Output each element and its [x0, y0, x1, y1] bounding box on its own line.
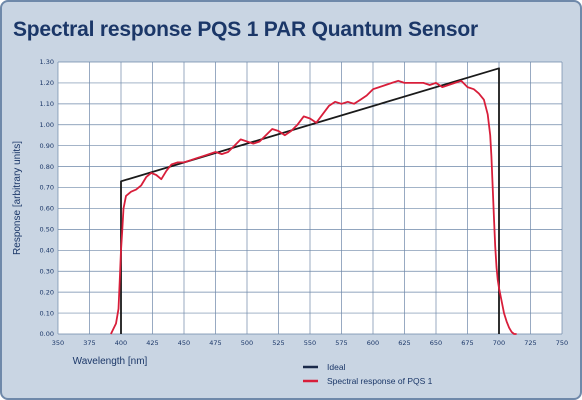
y-tick-label: 0.60: [40, 205, 54, 213]
y-tick-label: 0.90: [40, 142, 54, 150]
y-tick-label: 0.50: [40, 226, 54, 234]
x-tick-label: 700: [493, 339, 505, 347]
y-tick-label: 0.40: [40, 247, 54, 255]
y-axis-label: Response [arbitrary units]: [12, 141, 23, 255]
y-tick-label: 0.30: [40, 267, 54, 275]
x-tick-label: 575: [335, 339, 347, 347]
y-tick-label: 0.20: [40, 288, 54, 296]
y-tick-label: 0.10: [40, 309, 54, 317]
x-tick-label: 425: [146, 339, 158, 347]
x-axis-label: Wavelength [nm]: [73, 356, 148, 367]
x-tick-label: 400: [115, 339, 127, 347]
x-tick-label: 475: [209, 339, 221, 347]
series-lines: [110, 67, 517, 335]
x-tick-label: 500: [241, 339, 253, 347]
y-tick-label: 1.00: [40, 121, 54, 129]
x-tick-label: 450: [178, 339, 190, 347]
y-tick-label: 0.70: [40, 184, 54, 192]
chart-title: Spectral response PQS 1 PAR Quantum Sens…: [13, 18, 479, 41]
x-tick-label: 350: [52, 339, 64, 347]
x-tick-label: 550: [304, 339, 316, 347]
x-tick-label: 750: [556, 339, 568, 347]
y-tick-label: 1.30: [40, 58, 54, 66]
x-tick-labels: 350 375 400 425 450 475 500 525 550 575 600 625 650 6…: [52, 339, 568, 347]
x-tick-label: 675: [461, 339, 473, 347]
x-tick-label: 525: [272, 339, 284, 347]
x-tick-label: 375: [83, 339, 95, 347]
y-tick-label: 0.00: [40, 330, 54, 338]
x-tick-label: 625: [398, 339, 410, 347]
x-tick-label: 650: [430, 339, 442, 347]
series-line-pqs1: [110, 79, 517, 335]
y-tick-labels: 0.00 0.10 0.20 0.30 0.40 0.50 0.60 0.70 0.80 0.90…: [40, 58, 54, 338]
x-tick-label: 725: [524, 339, 536, 347]
legend-label-pqs1: Spectral response of PQS 1: [327, 376, 433, 386]
legend: Ideal Spectral response of PQS 1: [303, 362, 433, 386]
x-tick-label: 600: [367, 339, 379, 347]
y-tick-label: 1.20: [40, 79, 54, 87]
y-tick-label: 1.10: [40, 100, 54, 108]
legend-label-ideal: Ideal: [327, 362, 346, 372]
y-tick-label: 0.80: [40, 163, 54, 171]
